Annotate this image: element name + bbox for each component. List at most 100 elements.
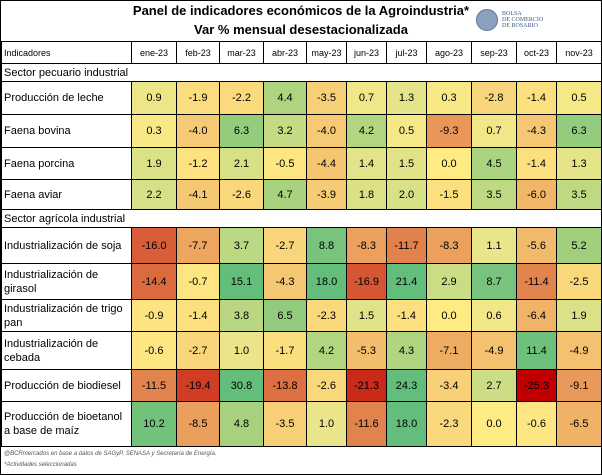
- column-header: feb-23: [176, 41, 220, 64]
- heatmap-cell: -5.3: [346, 331, 387, 370]
- heatmap-cell: 4.2: [306, 331, 347, 370]
- heatmap-cell: 15.1: [219, 263, 264, 300]
- heatmap-cell: -14.4: [131, 263, 177, 300]
- table-row: Industrialización de trigo pan -0.9 -1.4 3.…: [1, 299, 601, 332]
- column-header: jul-23: [386, 41, 427, 64]
- heatmap-cell: -4.3: [516, 114, 557, 148]
- heatmap-cell: 1.3: [556, 147, 601, 180]
- heatmap-cell: -2.2: [219, 81, 264, 115]
- heatmap-cell: 1.5: [386, 147, 427, 180]
- heatmap-cell: 0.0: [426, 299, 472, 332]
- table-row: Industrialización de girasol -14.4 -0.7 15.…: [1, 263, 601, 300]
- heatmap-cell: -13.8: [263, 369, 307, 402]
- heatmap-cell: -1.5: [426, 179, 472, 210]
- heatmap-table: Indicadores ene-23 feb-23 mar-23 abr-23 may-2…: [1, 41, 601, 447]
- heatmap-cell: 0.5: [386, 114, 427, 148]
- heatmap-cell: -5.6: [516, 227, 557, 264]
- heatmap-cell: -2.7: [263, 227, 307, 264]
- heatmap-cell: 0.9: [131, 81, 177, 115]
- page-subtitle: Var % mensual desestacionalizada: [194, 22, 408, 37]
- row-label: Producción de bioetanol a base de maíz: [1, 401, 132, 447]
- heatmap-cell: 1.5: [346, 299, 387, 332]
- heatmap-cell: 4.8: [219, 401, 264, 447]
- heatmap-cell: -2.3: [426, 401, 472, 447]
- heatmap-cell: 3.5: [471, 179, 517, 210]
- heatmap-cell: -2.5: [556, 263, 601, 300]
- table-row: Producción de biodiesel -11.5 -19.4 30.8 -13…: [1, 369, 601, 402]
- heatmap-cell: -4.3: [263, 263, 307, 300]
- heatmap-cell: 0.3: [131, 114, 177, 148]
- heatmap-cell: 1.0: [219, 331, 264, 370]
- title-block: Panel de indicadores económicos de la Ag…: [1, 1, 601, 41]
- heatmap-cell: 3.2: [263, 114, 307, 148]
- source-note: @BCRmercados en base a datos de SAGyP, S…: [4, 451, 217, 457]
- heatmap-cell: 1.0: [306, 401, 347, 447]
- heatmap-cell: 2.0: [386, 179, 427, 210]
- heatmap-cell: -2.8: [471, 81, 517, 115]
- heatmap-cell: 0.3: [426, 81, 472, 115]
- heatmap-cell: 1.8: [346, 179, 387, 210]
- heatmap-cell: -1.4: [386, 299, 427, 332]
- heatmap-cell: -19.4: [176, 369, 220, 402]
- heatmap-cell: -3.5: [263, 401, 307, 447]
- heatmap-cell: -1.2: [176, 147, 220, 180]
- heatmap-cell: -8.3: [426, 227, 472, 264]
- heatmap-cell: 4.7: [263, 179, 307, 210]
- heatmap-cell: -9.3: [426, 114, 472, 148]
- heatmap-cell: -11.7: [386, 227, 427, 264]
- heatmap-cell: -11.5: [131, 369, 177, 402]
- heatmap-cell: -1.4: [516, 81, 557, 115]
- heatmap-cell: 0.0: [426, 147, 472, 180]
- heatmap-cell: 6.3: [556, 114, 601, 148]
- heatmap-cell: 0.7: [346, 81, 387, 115]
- heatmap-cell: -21.3: [346, 369, 387, 402]
- row-label: Industrialización de cebada: [1, 331, 132, 370]
- heatmap-cell: -0.9: [131, 299, 177, 332]
- heatmap-cell: 8.8: [306, 227, 347, 264]
- heatmap-cell: -2.6: [306, 369, 347, 402]
- row-label: Producción de leche: [1, 81, 132, 115]
- section-row: Sector agrícola industrial: [1, 209, 601, 228]
- heatmap-cell: 11.4: [516, 331, 557, 370]
- heatmap-cell: -2.3: [306, 299, 347, 332]
- heatmap-cell: 5.2: [556, 227, 601, 264]
- heatmap-cell: -7.7: [176, 227, 220, 264]
- heatmap-cell: 2.2: [131, 179, 177, 210]
- column-header: ago-23: [426, 41, 472, 64]
- heatmap-cell: 1.3: [386, 81, 427, 115]
- header-row: Indicadores ene-23 feb-23 mar-23 abr-23 may-2…: [1, 41, 601, 64]
- heatmap-cell: 0.6: [471, 299, 517, 332]
- heatmap-cell: 3.5: [556, 179, 601, 210]
- logo-text: DE ROSARIO: [502, 23, 538, 29]
- heatmap-cell: -0.7: [176, 263, 220, 300]
- heatmap-cell: 3.8: [219, 299, 264, 332]
- logo-text: DE COMERCIO: [502, 17, 544, 23]
- table-row: Industrialización de soja -16.0 -7.7 3.7 -2.…: [1, 227, 601, 264]
- column-header: ene-23: [131, 41, 177, 64]
- heatmap-cell: -2.6: [219, 179, 264, 210]
- heatmap-cell: -25.3: [516, 369, 557, 402]
- column-header: oct-23: [516, 41, 557, 64]
- row-label: Industrialización de trigo pan: [1, 299, 132, 332]
- heatmap-cell: -4.0: [176, 114, 220, 148]
- heatmap-cell: 4.3: [386, 331, 427, 370]
- heatmap-cell: 1.4: [346, 147, 387, 180]
- heatmap-cell: 1.9: [131, 147, 177, 180]
- heatmap-cell: 4.2: [346, 114, 387, 148]
- section-row: Sector pecuario industrial: [1, 63, 601, 82]
- heatmap-cell: 2.9: [426, 263, 472, 300]
- heatmap-cell: -4.1: [176, 179, 220, 210]
- section-title: Sector agrícola industrial: [1, 209, 601, 228]
- heatmap-cell: 4.5: [471, 147, 517, 180]
- heatmap-cell: -7.1: [426, 331, 472, 370]
- table-row: Faena porcina 1.9 -1.2 2.1 -0.5 -4.4 1.4 1.5 0.0…: [1, 147, 601, 180]
- heatmap-cell: -1.4: [516, 147, 557, 180]
- heatmap-cell: 30.8: [219, 369, 264, 402]
- column-header: mar-23: [219, 41, 264, 64]
- heatmap-cell: 18.0: [386, 401, 427, 447]
- heatmap-cell: 4.4: [263, 81, 307, 115]
- page-title: Panel de indicadores económicos de la Ag…: [132, 3, 470, 18]
- heatmap-cell: 1.1: [471, 227, 517, 264]
- heatmap-cell: 2.7: [471, 369, 517, 402]
